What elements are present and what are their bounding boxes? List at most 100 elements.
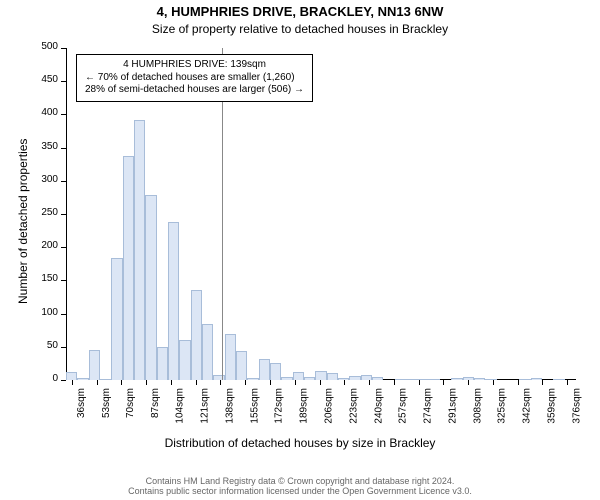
x-tick <box>245 380 246 385</box>
y-tick-label: 500 <box>24 41 58 52</box>
x-tick <box>419 380 420 385</box>
y-axis <box>66 48 67 380</box>
histogram-bar <box>236 351 247 380</box>
x-tick <box>72 380 73 385</box>
y-tick <box>61 48 66 49</box>
x-tick-label: 223sqm <box>348 388 359 424</box>
annotation-line-3: 28% of semi-detached houses are larger (… <box>85 84 304 97</box>
credit-line-1: Contains HM Land Registry data © Crown c… <box>0 476 600 486</box>
y-tick-label: 0 <box>24 373 58 384</box>
histogram-bar <box>66 372 77 380</box>
x-tick-label: 359sqm <box>547 388 558 424</box>
histogram-bar <box>485 379 496 380</box>
x-tick <box>567 380 568 385</box>
x-tick <box>220 380 221 385</box>
histogram-bar <box>429 379 440 380</box>
x-tick-label: 342sqm <box>522 388 533 424</box>
x-tick-label: 291sqm <box>447 388 458 424</box>
x-tick <box>344 380 345 385</box>
chart-title-main: 4, HUMPHRIES DRIVE, BRACKLEY, NN13 6NW <box>0 4 600 19</box>
x-tick-label: 206sqm <box>324 388 335 424</box>
x-tick-label: 240sqm <box>373 388 384 424</box>
x-tick <box>518 380 519 385</box>
y-tick <box>61 214 66 215</box>
x-tick-label: 36sqm <box>76 388 87 418</box>
y-tick <box>61 380 66 381</box>
x-tick-label: 53sqm <box>101 388 112 418</box>
histogram-bar <box>111 258 122 380</box>
y-tick <box>61 148 66 149</box>
x-tick <box>295 380 296 385</box>
histogram-bar <box>372 377 383 380</box>
histogram-bar <box>270 363 281 380</box>
histogram-bar <box>202 324 213 380</box>
x-tick-label: 104sqm <box>175 388 186 424</box>
histogram-bar <box>327 373 338 380</box>
y-axis-label: Number of detached properties <box>16 139 30 304</box>
x-tick-label: 308sqm <box>472 388 483 424</box>
x-tick <box>320 380 321 385</box>
histogram-bar <box>191 290 202 380</box>
histogram-bar <box>451 378 462 380</box>
histogram-bar <box>519 379 530 380</box>
x-tick <box>443 380 444 385</box>
histogram-bar <box>406 379 417 380</box>
histogram-bar <box>553 379 564 380</box>
x-tick <box>493 380 494 385</box>
histogram-bar <box>213 375 224 380</box>
x-tick <box>121 380 122 385</box>
x-tick <box>468 380 469 385</box>
y-tick <box>61 114 66 115</box>
histogram-bar <box>134 120 145 380</box>
annotation-line-1: 4 HUMPHRIES DRIVE: 139sqm <box>85 59 304 72</box>
x-tick-label: 325sqm <box>497 388 508 424</box>
x-tick <box>394 380 395 385</box>
x-tick-label: 172sqm <box>274 388 285 424</box>
histogram-bar <box>123 156 134 380</box>
credit-text: Contains HM Land Registry data © Crown c… <box>0 476 600 496</box>
y-tick-label: 100 <box>24 307 58 318</box>
y-tick <box>61 81 66 82</box>
annotation-box: 4 HUMPHRIES DRIVE: 139sqm ← 70% of detac… <box>76 54 313 102</box>
histogram-bar <box>100 379 111 380</box>
histogram-bar <box>531 378 542 380</box>
x-tick-label: 257sqm <box>398 388 409 424</box>
histogram-bar <box>259 359 270 380</box>
chart-container: { "chart": { "type": "histogram", "title… <box>0 0 600 500</box>
x-tick-label: 121sqm <box>200 388 211 424</box>
histogram-bar <box>281 377 292 380</box>
x-tick <box>542 380 543 385</box>
x-tick-label: 189sqm <box>299 388 310 424</box>
y-tick <box>61 314 66 315</box>
chart-title-sub: Size of property relative to detached ho… <box>0 22 600 36</box>
x-tick-label: 274sqm <box>423 388 434 424</box>
histogram-bar <box>474 378 485 380</box>
histogram-bar <box>77 378 88 380</box>
y-tick-label: 50 <box>24 340 58 351</box>
y-tick <box>61 280 66 281</box>
histogram-bar <box>179 340 190 380</box>
y-tick <box>61 247 66 248</box>
x-tick-label: 87sqm <box>150 388 161 418</box>
histogram-bar <box>361 375 372 380</box>
histogram-bar <box>89 350 100 380</box>
x-tick <box>270 380 271 385</box>
x-tick-label: 155sqm <box>249 388 260 424</box>
x-tick <box>369 380 370 385</box>
credit-line-2: Contains public sector information licen… <box>0 486 600 496</box>
histogram-bar <box>157 347 168 380</box>
histogram-bar <box>293 372 304 380</box>
x-tick <box>196 380 197 385</box>
y-tick-label: 400 <box>24 107 58 118</box>
x-tick-label: 138sqm <box>224 388 235 424</box>
x-tick-label: 70sqm <box>125 388 136 418</box>
histogram-bar <box>145 195 156 380</box>
y-tick <box>61 181 66 182</box>
x-tick <box>171 380 172 385</box>
y-tick-label: 450 <box>24 74 58 85</box>
x-tick-label: 376sqm <box>571 388 582 424</box>
histogram-bar <box>225 334 236 380</box>
annotation-line-2: ← 70% of detached houses are smaller (1,… <box>85 72 304 85</box>
histogram-bar <box>168 222 179 380</box>
histogram-bar <box>247 378 258 380</box>
